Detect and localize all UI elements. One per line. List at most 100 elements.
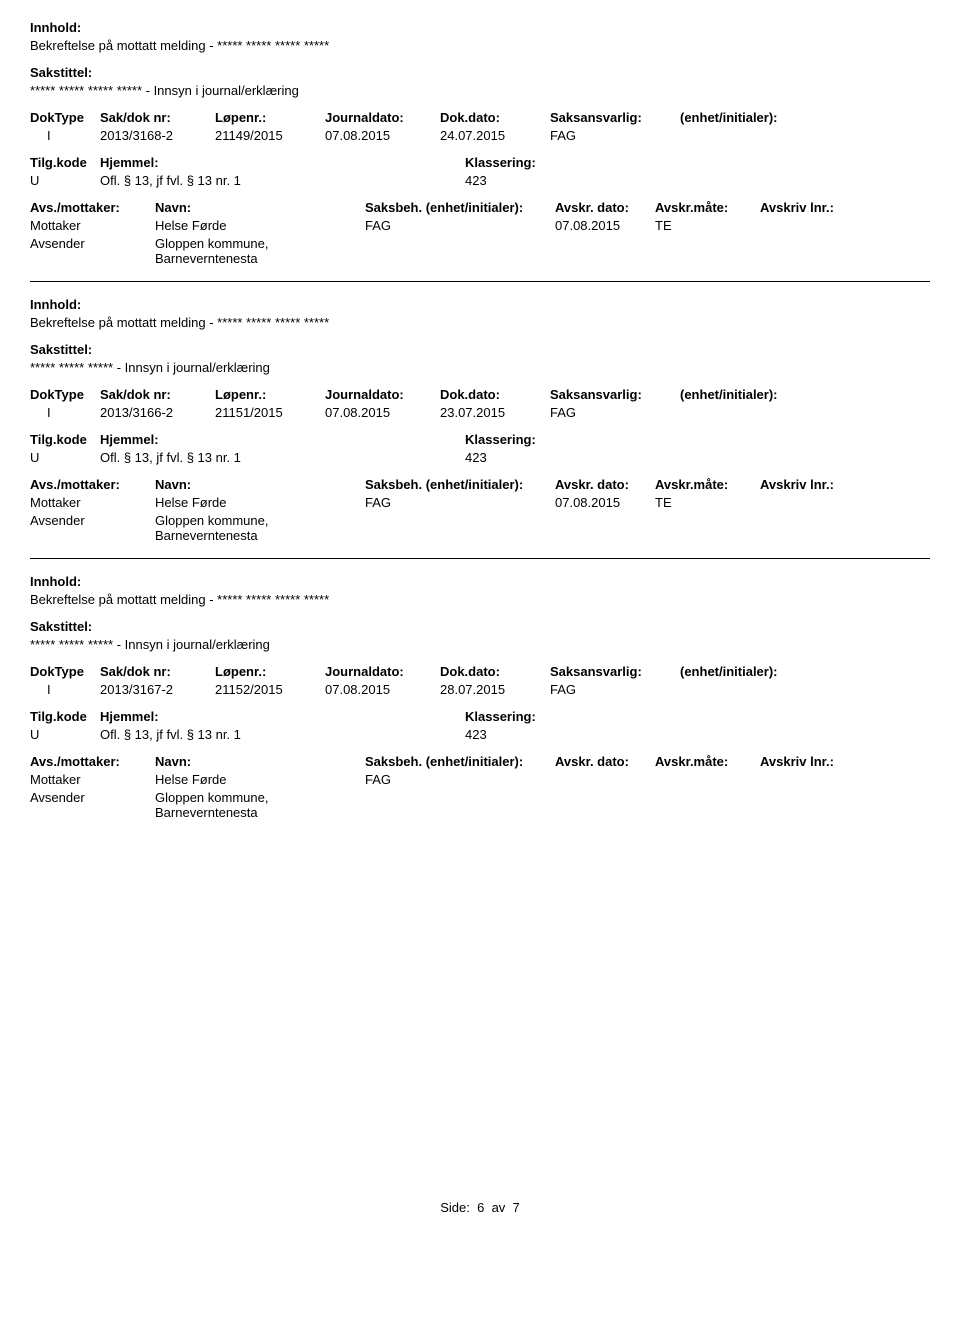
- journaldato-value: 07.08.2015: [325, 405, 440, 420]
- party-avskrmate: TE: [655, 218, 760, 233]
- doktype-value: I: [30, 682, 100, 697]
- lopenr-label: Løpenr.:: [215, 387, 325, 402]
- tilgkode-value: U: [30, 727, 100, 742]
- enhet-label: (enhet/initialer):: [680, 664, 820, 679]
- sakstittel-label: Sakstittel:: [30, 619, 930, 634]
- klassering-label: Klassering:: [465, 432, 665, 447]
- tilgkode-value: U: [30, 450, 100, 465]
- sakstittel-label: Sakstittel:: [30, 65, 930, 80]
- saksansvarlig-label: Saksansvarlig:: [550, 387, 680, 402]
- klassering-value: 423: [465, 450, 665, 465]
- party-avskrdato: [555, 772, 655, 787]
- tilg-data-row: UOfl. § 13, jf fvl. § 13 nr. 1423: [30, 173, 930, 188]
- party-avskrlnr: [760, 495, 860, 510]
- innhold-label: Innhold:: [30, 20, 930, 35]
- doc-header-row: DokTypeSak/dok nr:Løpenr.:Journaldato:Do…: [30, 110, 930, 125]
- innhold-value: Bekreftelse på mottatt melding - ***** *…: [30, 592, 930, 607]
- dokdato-value: 28.07.2015: [440, 682, 550, 697]
- sakdoknr-value: 2013/3167-2: [100, 682, 215, 697]
- dokdato-label: Dok.dato:: [440, 110, 550, 125]
- avskrlnr-label: Avskriv lnr.:: [760, 754, 860, 769]
- side-label: Side:: [440, 1200, 470, 1215]
- tilg-header-row: Tilg.kodeHjemmel:Klassering:: [30, 155, 930, 170]
- doktype-label: DokType: [30, 387, 100, 402]
- sakdoknr-label: Sak/dok nr:: [100, 110, 215, 125]
- klassering-label: Klassering:: [465, 155, 665, 170]
- lopenr-value: 21149/2015: [215, 128, 325, 143]
- hjemmel-value: Ofl. § 13, jf fvl. § 13 nr. 1: [100, 727, 465, 742]
- enhet-value: [680, 682, 820, 697]
- avskrmate-label: Avskr.måte:: [655, 200, 760, 215]
- lopenr-value: 21151/2015: [215, 405, 325, 420]
- journal-record: Innhold: Bekreftelse på mottatt melding -…: [30, 297, 930, 543]
- party-navn: Gloppen kommune, Barneverntenesta: [155, 236, 365, 266]
- party-saksbeh: FAG: [365, 772, 555, 787]
- avs-header-row: Avs./mottaker:Navn:Saksbeh. (enhet/initi…: [30, 200, 930, 215]
- party-avskrdato: [555, 236, 655, 266]
- party-role: Mottaker: [30, 495, 155, 510]
- party-navn: Helse Førde: [155, 495, 365, 510]
- doc-data-row: I2013/3168-221149/201507.08.201524.07.20…: [30, 128, 930, 143]
- doktype-label: DokType: [30, 664, 100, 679]
- sakdoknr-label: Sak/dok nr:: [100, 387, 215, 402]
- party-saksbeh: [365, 790, 555, 820]
- doc-header-row: DokTypeSak/dok nr:Løpenr.:Journaldato:Do…: [30, 664, 930, 679]
- innhold-value: Bekreftelse på mottatt melding - ***** *…: [30, 315, 930, 330]
- hjemmel-value: Ofl. § 13, jf fvl. § 13 nr. 1: [100, 450, 465, 465]
- avskrdato-label: Avskr. dato:: [555, 477, 655, 492]
- avs-header-row: Avs./mottaker:Navn:Saksbeh. (enhet/initi…: [30, 477, 930, 492]
- party-avskrdato: 07.08.2015: [555, 218, 655, 233]
- enhet-label: (enhet/initialer):: [680, 110, 820, 125]
- hjemmel-value: Ofl. § 13, jf fvl. § 13 nr. 1: [100, 173, 465, 188]
- avskrmate-label: Avskr.måte:: [655, 754, 760, 769]
- enhet-value: [680, 128, 820, 143]
- party-saksbeh: [365, 513, 555, 543]
- saksbeh-label: Saksbeh. (enhet/initialer):: [365, 200, 555, 215]
- navn-label: Navn:: [155, 477, 365, 492]
- party-saksbeh: [365, 236, 555, 266]
- party-navn: Gloppen kommune, Barneverntenesta: [155, 790, 365, 820]
- saksbeh-label: Saksbeh. (enhet/initialer):: [365, 477, 555, 492]
- party-avskrlnr: [760, 772, 860, 787]
- saksansvarlig-label: Saksansvarlig:: [550, 664, 680, 679]
- page-total: 7: [513, 1200, 520, 1215]
- doktype-label: DokType: [30, 110, 100, 125]
- doktype-value: I: [30, 405, 100, 420]
- party-role: Avsender: [30, 513, 155, 543]
- tilgkode-value: U: [30, 173, 100, 188]
- avsmottaker-label: Avs./mottaker:: [30, 754, 155, 769]
- record-divider: [30, 558, 930, 559]
- tilg-header-row: Tilg.kodeHjemmel:Klassering:: [30, 432, 930, 447]
- innhold-value: Bekreftelse på mottatt melding - ***** *…: [30, 38, 930, 53]
- navn-label: Navn:: [155, 200, 365, 215]
- doc-header-row: DokTypeSak/dok nr:Løpenr.:Journaldato:Do…: [30, 387, 930, 402]
- tilg-data-row: UOfl. § 13, jf fvl. § 13 nr. 1423: [30, 727, 930, 742]
- party-row: AvsenderGloppen kommune, Barneverntenest…: [30, 236, 930, 266]
- party-saksbeh: FAG: [365, 495, 555, 510]
- saksansvarlig-value: FAG: [550, 128, 680, 143]
- tilg-data-row: UOfl. § 13, jf fvl. § 13 nr. 1423: [30, 450, 930, 465]
- innhold-label: Innhold:: [30, 297, 930, 312]
- sakdoknr-value: 2013/3166-2: [100, 405, 215, 420]
- party-avskrmate: [655, 772, 760, 787]
- dokdato-label: Dok.dato:: [440, 664, 550, 679]
- dokdato-value: 23.07.2015: [440, 405, 550, 420]
- party-avskrlnr: [760, 218, 860, 233]
- sakstittel-label: Sakstittel:: [30, 342, 930, 357]
- party-role: Mottaker: [30, 218, 155, 233]
- party-avskrdato: 07.08.2015: [555, 495, 655, 510]
- party-avskrdato: [555, 790, 655, 820]
- sakstittel-value: ***** ***** ***** - Innsyn i journal/erk…: [30, 637, 930, 652]
- avskrlnr-label: Avskriv lnr.:: [760, 477, 860, 492]
- party-avskrmate: [655, 236, 760, 266]
- avskrmate-label: Avskr.måte:: [655, 477, 760, 492]
- party-avskrmate: [655, 790, 760, 820]
- hjemmel-label: Hjemmel:: [100, 432, 465, 447]
- saksansvarlig-value: FAG: [550, 682, 680, 697]
- journaldato-label: Journaldato:: [325, 387, 440, 402]
- party-navn: Gloppen kommune, Barneverntenesta: [155, 513, 365, 543]
- tilgkode-label: Tilg.kode: [30, 709, 100, 724]
- journaldato-value: 07.08.2015: [325, 682, 440, 697]
- party-navn: Helse Førde: [155, 772, 365, 787]
- avsmottaker-label: Avs./mottaker:: [30, 477, 155, 492]
